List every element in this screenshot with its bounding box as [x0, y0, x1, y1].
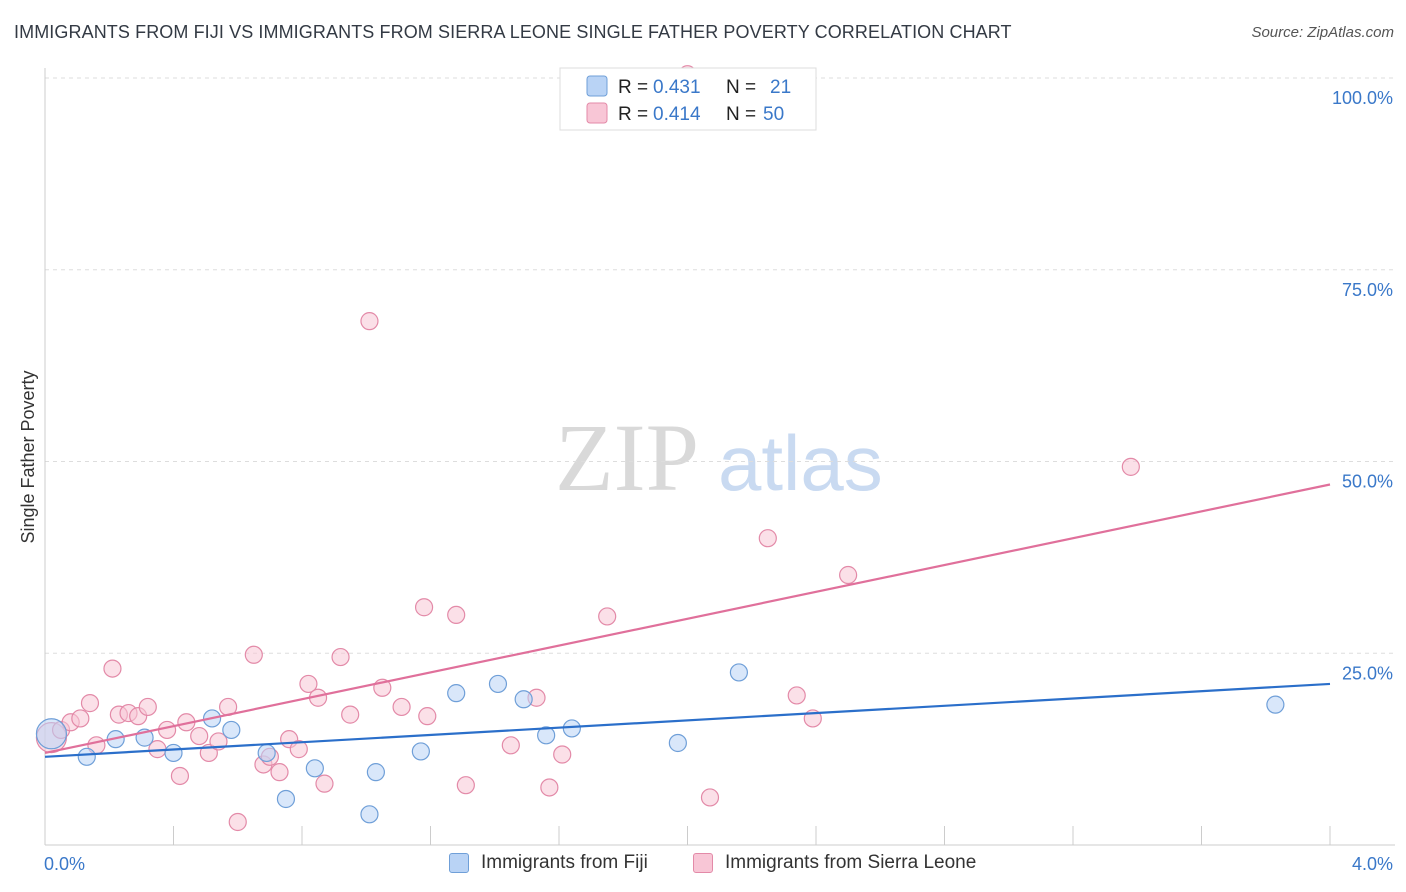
data-point-fiji — [1266, 695, 1285, 714]
gridlines — [45, 77, 1395, 654]
legend-item-fiji-label: Immigrants from Fiji — [481, 852, 648, 873]
chart-title: IMMIGRANTS FROM FIJI VS IMMIGRANTS FROM … — [14, 22, 1012, 42]
data-point-sierra-leone — [553, 745, 572, 764]
data-point-fiji — [562, 719, 581, 738]
legend-fiji-r-value: 0.431 — [653, 77, 701, 98]
y-axis-label: Single Father Poverty — [18, 370, 38, 543]
data-point-sierra-leone — [414, 598, 434, 617]
legend-fiji-n-label: N = — [726, 77, 756, 98]
legend-fiji-n-value: 21 — [770, 77, 791, 98]
data-point-sierra-leone — [418, 707, 437, 726]
data-point-sierra-leone — [758, 529, 777, 548]
y-tick-label: 100.0% — [1332, 88, 1393, 108]
x-tick-label-min: 0.0% — [44, 854, 85, 874]
data-point-fiji — [35, 718, 68, 750]
trend-line-sierra-leone — [44, 483, 1331, 755]
legend-sl-r-value: 0.414 — [653, 104, 701, 125]
data-point-fiji — [488, 674, 508, 694]
data-point-fiji — [77, 747, 96, 766]
legend-item-fiji-swatch — [449, 853, 469, 873]
data-point-fiji — [257, 743, 276, 763]
y-tick-label: 50.0% — [1342, 472, 1393, 492]
legend-stats: R = 0.431 N = 21 R = 0.414 N = 50 — [559, 67, 817, 131]
data-point-sierra-leone — [787, 686, 806, 705]
y-tick-label: 25.0% — [1342, 663, 1393, 683]
data-point-sierra-leone — [157, 720, 177, 740]
data-point-sierra-leone — [501, 736, 520, 755]
data-point-sierra-leone — [170, 766, 190, 786]
data-point-fiji — [729, 663, 749, 682]
data-point-fiji — [164, 743, 183, 763]
data-point-sierra-leone — [540, 778, 559, 797]
data-point-sierra-leone — [598, 607, 617, 626]
data-point-fiji — [668, 733, 687, 753]
watermark: ZIP atlas — [555, 404, 883, 511]
axes — [44, 68, 1395, 846]
data-point-sierra-leone — [331, 647, 350, 667]
data-point-fiji — [411, 742, 430, 761]
series-fiji-points — [35, 663, 1285, 824]
data-point-fiji — [222, 720, 241, 740]
data-point-sierra-leone — [299, 674, 318, 694]
data-point-fiji — [276, 789, 296, 809]
legend-item-sierra-leone: Immigrants from Sierra Leone — [693, 852, 976, 874]
data-point-sierra-leone — [1121, 457, 1140, 476]
tick-labels: 25.0% 50.0% 75.0% 100.0% 0.0% 4.0% — [44, 88, 1393, 874]
legend-fiji-swatch — [586, 75, 608, 97]
watermark-zip: ZIP — [555, 404, 699, 511]
legend-sl-swatch — [586, 102, 608, 124]
legend-sl-n-label: N = — [726, 104, 756, 125]
legend-fiji-r-label: R = — [618, 77, 648, 98]
legend-sl-n-value: 50 — [763, 104, 784, 125]
data-point-sierra-leone — [341, 705, 360, 724]
data-point-sierra-leone — [700, 788, 720, 807]
data-point-sierra-leone — [103, 659, 122, 678]
legend-series: Immigrants from Fiji Immigrants from Sie… — [0, 852, 1406, 880]
data-point-sierra-leone — [244, 645, 263, 664]
data-point-sierra-leone — [360, 312, 379, 331]
data-point-sierra-leone — [270, 763, 289, 782]
data-point-sierra-leone — [80, 694, 100, 713]
source-label: Source: ZipAtlas.com — [1251, 24, 1394, 41]
legend-sl-r-label: R = — [618, 104, 648, 125]
data-point-fiji — [360, 805, 379, 824]
data-point-fiji — [447, 684, 466, 703]
data-point-sierra-leone — [456, 776, 475, 795]
data-point-fiji — [537, 726, 556, 745]
data-point-fiji — [305, 759, 324, 778]
data-point-sierra-leone — [447, 605, 466, 625]
data-point-fiji — [366, 763, 385, 782]
data-point-sierra-leone — [190, 726, 209, 746]
data-point-sierra-leone — [228, 812, 247, 832]
data-point-sierra-leone — [839, 565, 858, 585]
legend-item-sierra-leone-label: Immigrants from Sierra Leone — [725, 852, 977, 873]
data-point-sierra-leone — [289, 740, 308, 759]
data-point-sierra-leone — [392, 697, 411, 717]
data-point-sierra-leone — [315, 774, 334, 793]
watermark-atlas: atlas — [718, 419, 883, 507]
y-tick-label: 75.0% — [1342, 280, 1393, 300]
legend-item-fiji: Immigrants from Fiji — [449, 852, 648, 874]
trend-line-fiji — [44, 682, 1331, 758]
x-tick-label-max: 4.0% — [1352, 854, 1393, 874]
data-point-sierra-leone — [71, 709, 90, 728]
data-point-sierra-leone — [138, 697, 157, 717]
legend-item-sierra-leone-swatch — [693, 853, 713, 873]
data-point-fiji — [514, 690, 533, 709]
trend-lines — [44, 483, 1331, 758]
